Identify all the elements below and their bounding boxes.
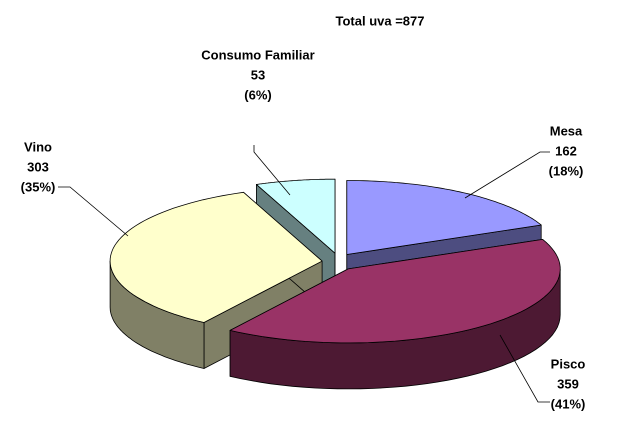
slice-label: Mesa (550, 123, 583, 138)
slice-value: 53 (251, 67, 265, 82)
slice (109, 191, 323, 323)
slice (255, 178, 336, 254)
slice-percent: (41%) (551, 396, 586, 411)
slice-value: 162 (555, 143, 577, 158)
slice-label: Vino (24, 139, 52, 154)
leader-line (499, 334, 550, 403)
slice-percent: (6%) (244, 87, 271, 102)
slice-label: Consumo Familiar (201, 47, 314, 62)
leader-line (464, 151, 550, 199)
slice-value: 303 (27, 159, 49, 174)
leader-line (253, 145, 291, 196)
slice (346, 180, 542, 255)
chart-title: Total uva =877 (336, 13, 425, 28)
slice (229, 238, 561, 344)
slice-label: Pisco (551, 356, 586, 371)
slice-value: 359 (557, 376, 579, 391)
slice-percent: (35%) (21, 179, 56, 194)
slice-percent: (18%) (549, 163, 584, 178)
leader-line (58, 186, 129, 237)
